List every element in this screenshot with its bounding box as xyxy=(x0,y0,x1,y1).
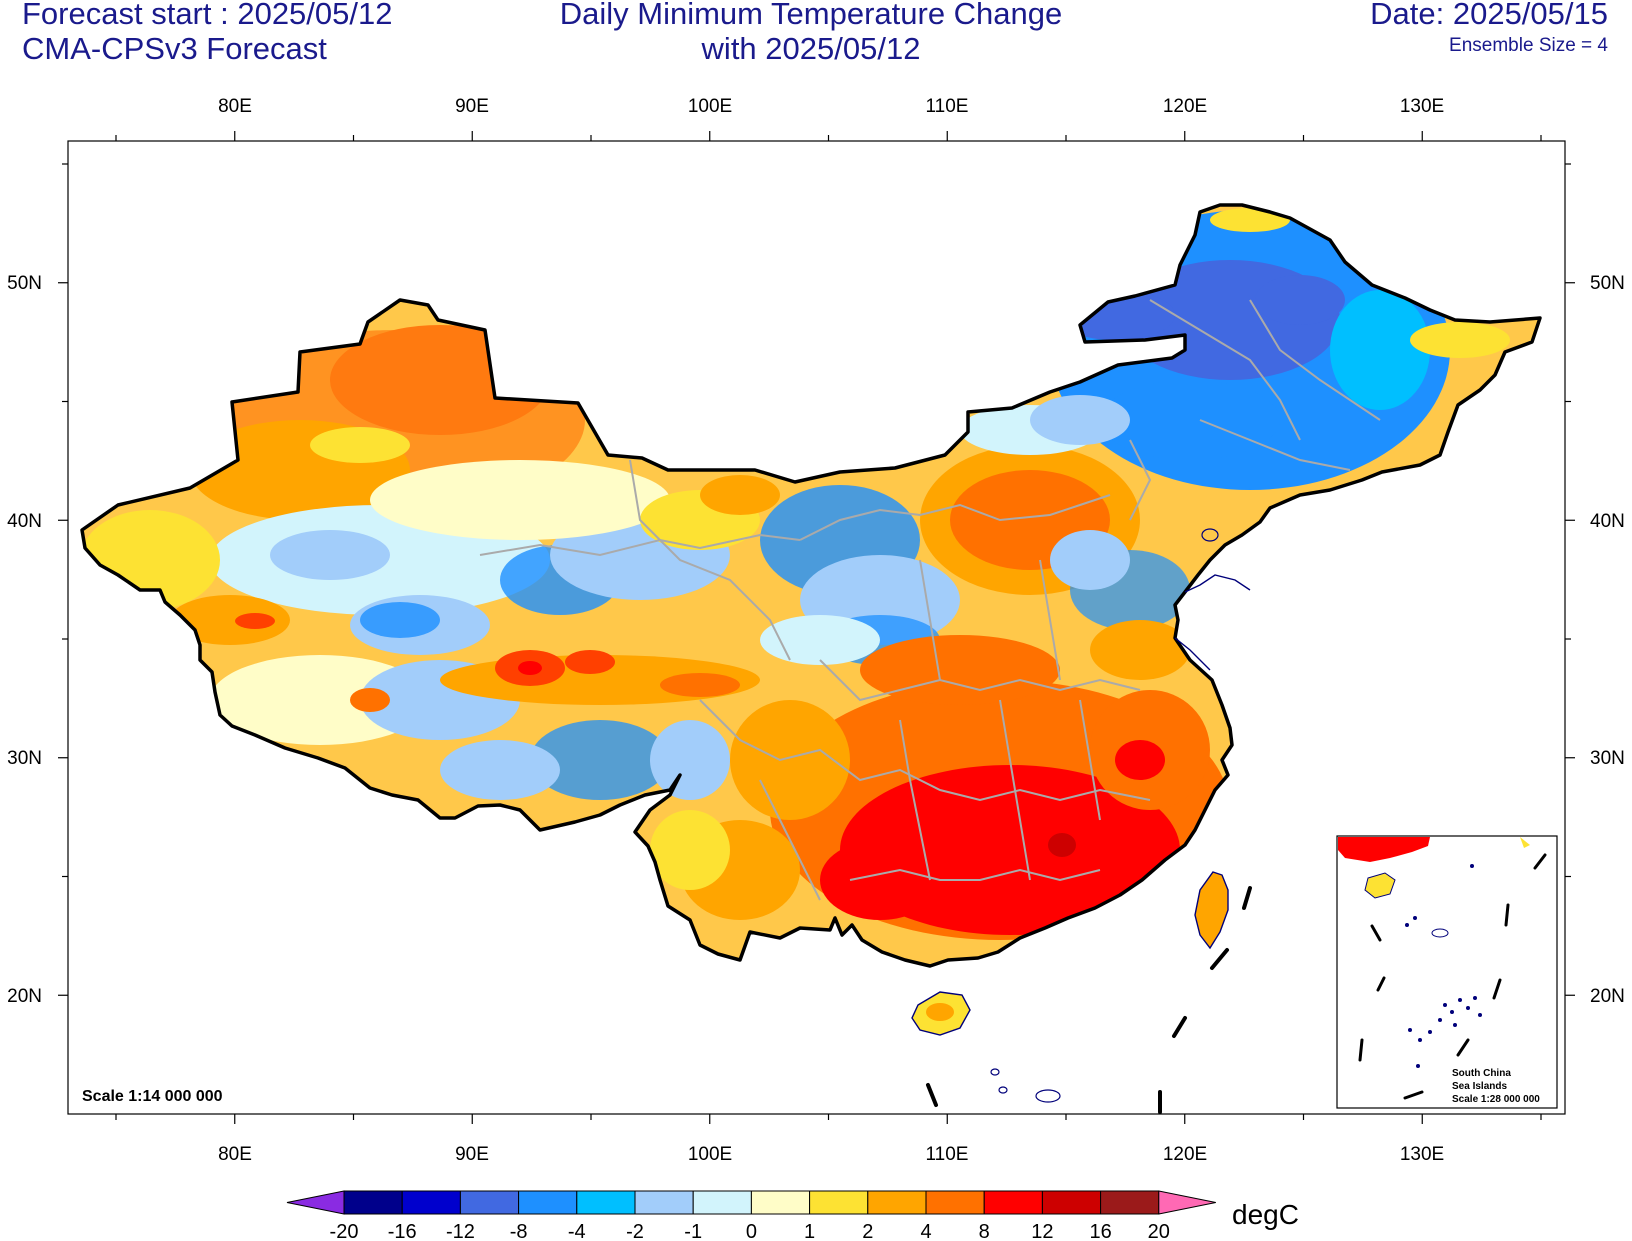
map-scale-text: Scale 1:14 000 000 xyxy=(82,1088,223,1105)
colorbar-box xyxy=(983,1190,1043,1215)
colorbar-level-label: 16 xyxy=(1089,1221,1111,1241)
province-boundaries xyxy=(479,299,1381,901)
lon-label-bottom-110e: 110E xyxy=(926,1144,969,1165)
inset-island-dots xyxy=(1405,864,1482,1068)
colorbar-level-label: -1 xyxy=(684,1221,702,1241)
colorbar-box xyxy=(459,1190,520,1215)
inset-label-line1: South China xyxy=(1452,1068,1511,1079)
lat-label-left-30n: 30N xyxy=(7,748,42,769)
colorbar: -20 -16 -12 -8 -4 -2 -1 0 1 2 4 8 12 16 20 xyxy=(286,1190,1216,1241)
title-line2: with 2025/05/12 xyxy=(701,31,921,66)
hainan-warm-patch xyxy=(926,1003,954,1021)
small-islands xyxy=(990,528,1219,1103)
colorbar-level-label: -16 xyxy=(388,1221,417,1241)
colorbar-level-label: -4 xyxy=(568,1221,586,1241)
lat-label-left-50n: 50N xyxy=(7,273,42,294)
colorbar-level-label: -20 xyxy=(330,1221,359,1241)
colorbar-low-triangle xyxy=(286,1190,345,1215)
lon-label-bottom-80e: 80E xyxy=(218,1144,252,1165)
colorbar-level-label: -2 xyxy=(626,1221,644,1241)
lon-label-top-120e: 120E xyxy=(1163,96,1207,117)
inset-frame xyxy=(1336,835,1558,1109)
colorbar-level-label: 2 xyxy=(862,1221,873,1241)
lat-label-right-50n: 50N xyxy=(1590,273,1625,294)
lon-label-top-110e: 110E xyxy=(926,96,969,117)
lon-label-top-100e: 100E xyxy=(688,96,732,117)
colorbar-high-triangle xyxy=(1158,1190,1216,1215)
colorbar-box xyxy=(576,1190,636,1215)
colorbar-box xyxy=(1100,1190,1160,1215)
forecast-start-text: Forecast start : 2025/05/12 xyxy=(22,0,393,31)
national-border xyxy=(80,203,1542,968)
lon-label-bottom-100e: 100E xyxy=(688,1144,732,1165)
lon-label-bottom-120e: 120E xyxy=(1163,1144,1207,1165)
colorbar-box xyxy=(925,1190,985,1215)
colorbar-box xyxy=(809,1190,869,1215)
model-text: CMA-CPSv3 Forecast xyxy=(22,31,327,66)
lat-label-right-20n: 20N xyxy=(1590,986,1625,1007)
colorbar-box xyxy=(867,1190,927,1215)
lon-label-bottom-130e: 130E xyxy=(1400,1144,1444,1165)
colorbar-box xyxy=(518,1190,578,1215)
colorbar-box xyxy=(343,1190,403,1215)
colorbar-box xyxy=(750,1190,811,1215)
inset-map: South China Sea Islands Scale 1:28 000 0… xyxy=(1336,835,1558,1109)
lat-label-left-40n: 40N xyxy=(7,511,42,532)
maritime-boundary-dashes xyxy=(926,886,1252,1114)
inset-label-line2: Sea Islands xyxy=(1452,1081,1507,1092)
colorbar-unit-label: degC xyxy=(1232,1199,1299,1230)
coastline xyxy=(1174,574,1251,671)
colorbar-box xyxy=(634,1190,694,1215)
lon-label-bottom-90e: 90E xyxy=(455,1144,489,1165)
lon-label-top-80e: 80E xyxy=(218,96,252,117)
colorbar-level-label: -12 xyxy=(446,1221,475,1241)
inset-small-island xyxy=(1431,928,1449,938)
lon-label-top-130e: 130E xyxy=(1400,96,1444,117)
inset-taiwan xyxy=(1520,837,1530,848)
title-line1: Daily Minimum Temperature Change xyxy=(559,0,1063,31)
lat-label-left-20n: 20N xyxy=(7,986,42,1007)
colorbar-level-label: 4 xyxy=(920,1221,931,1241)
lat-label-right-30n: 30N xyxy=(1590,748,1625,769)
colorbar-level-label: 12 xyxy=(1031,1221,1053,1241)
colorbar-level-label: 1 xyxy=(804,1221,815,1241)
lon-label-top-90e: 90E xyxy=(455,96,489,117)
inset-dashes xyxy=(1358,853,1547,1100)
colorbar-level-label: 0 xyxy=(746,1221,757,1241)
colorbar-box xyxy=(692,1190,752,1215)
colorbar-level-label: -8 xyxy=(510,1221,528,1241)
inset-hainan xyxy=(1364,872,1396,899)
colorbar-level-label: 8 xyxy=(979,1221,990,1241)
taiwan-island xyxy=(1194,871,1229,950)
date-text: Date: 2025/05/15 xyxy=(1370,0,1608,31)
colorbar-box xyxy=(401,1190,461,1215)
lat-label-right-40n: 40N xyxy=(1590,511,1625,532)
inset-label-line3: Scale 1:28 000 000 xyxy=(1452,1094,1540,1105)
ensemble-size-text: Ensemble Size = 4 xyxy=(1449,35,1608,56)
inset-mainland xyxy=(1338,837,1430,862)
colorbar-level-label: 20 xyxy=(1148,1221,1170,1241)
colorbar-box xyxy=(1041,1190,1102,1215)
axis-ticks xyxy=(58,131,1575,1124)
